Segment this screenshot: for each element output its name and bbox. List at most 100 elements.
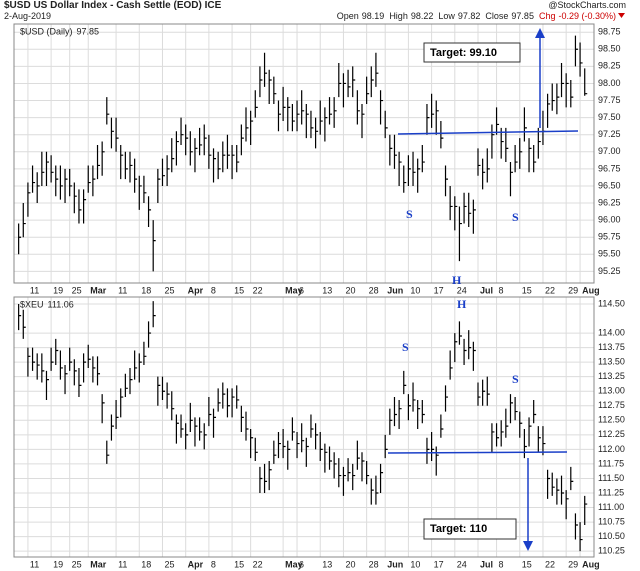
price-bar (560, 62, 565, 98)
price-bar (537, 426, 541, 453)
price-bar (250, 110, 254, 145)
price-bar (328, 446, 333, 470)
price-bar (486, 148, 490, 183)
neckline (397, 130, 579, 135)
price-bar (570, 80, 574, 108)
price-bar (45, 370, 49, 400)
y-tick-label: 110.75 (598, 516, 625, 526)
price-bar (250, 429, 254, 459)
quote-label: High (389, 11, 408, 21)
x-tick-label: 8 (211, 559, 216, 569)
price-bar (361, 452, 365, 482)
price-bar (217, 388, 221, 412)
annotation: H (457, 297, 467, 311)
price-bar (263, 52, 268, 87)
price-bar (199, 417, 203, 441)
x-tick-label: 8 (499, 559, 504, 569)
price-bar (315, 423, 319, 450)
price-bar (87, 165, 91, 193)
price-bar (458, 321, 462, 345)
price-bar (426, 437, 430, 464)
price-bar (352, 66, 356, 98)
quote-label: Close (485, 11, 509, 21)
price-bar (537, 127, 541, 159)
price-bar (477, 382, 481, 406)
price-bar (101, 141, 105, 176)
price-bar (560, 475, 565, 505)
price-bar (180, 117, 184, 145)
x-tick-label: 25 (164, 559, 174, 569)
price-bar (171, 138, 175, 173)
x-tick-label: 17 (434, 285, 444, 295)
x-tick-label: May (285, 559, 303, 569)
price-bar (356, 440, 360, 470)
price-bar (458, 206, 462, 262)
price-bar (523, 107, 527, 142)
annotation: S (512, 372, 519, 386)
y-tick-label: 111.00 (598, 502, 624, 512)
plot-border (13, 23, 595, 284)
price-bar (231, 144, 235, 180)
price-bar (477, 148, 481, 176)
annotation: Target: 110 (430, 523, 487, 535)
quote-value: 97.85 (511, 11, 534, 21)
price-bar (157, 376, 161, 406)
price-bar (379, 463, 384, 494)
price-bar (185, 124, 189, 156)
price-bar (509, 162, 513, 197)
price-bar (194, 138, 198, 173)
x-tick-label: 8 (499, 285, 504, 295)
price-bar (444, 165, 449, 197)
price-bar (579, 42, 583, 77)
price-bar (245, 411, 249, 441)
price-bar (370, 478, 374, 505)
price-bar (22, 309, 26, 339)
price-bar (287, 97, 291, 132)
price-bar (45, 151, 49, 186)
y-tick-label: 110.25 (598, 546, 625, 556)
y-tick-label: 98.75 (598, 27, 621, 37)
price-bar (231, 388, 235, 418)
x-tick-label: 22 (253, 559, 263, 569)
price-bar (147, 321, 152, 348)
quote-value: 98.22 (410, 11, 434, 21)
price-bar (208, 397, 212, 427)
price-bar (87, 344, 91, 368)
price-bar (384, 434, 388, 459)
header-left: $USD US Dollar Index - Cash Settle (EOD)… (4, 0, 221, 22)
price-bar (333, 97, 337, 128)
y-tick-label: 97.75 (598, 95, 621, 105)
x-tick-label: 13 (322, 285, 332, 295)
price-bar (533, 399, 537, 424)
x-tick-label: 25 (72, 285, 82, 295)
price-bar (533, 144, 537, 173)
price-bar (291, 103, 295, 132)
price-bar (347, 458, 351, 482)
header-right: @StockCharts.com Open 98.19 High 98.22 Low 97… (332, 0, 626, 22)
y-tick-label: 110.50 (598, 531, 625, 541)
price-bar (73, 359, 77, 386)
price-bar (542, 110, 546, 145)
price-bar (31, 347, 36, 371)
price-bar (194, 417, 198, 447)
price-bar (379, 90, 384, 125)
legend-label: $XEU (20, 299, 44, 309)
price-bar (268, 461, 272, 491)
price-bar (41, 151, 45, 186)
date: 2-Aug-2019 (4, 11, 52, 21)
x-tick-label: Apr (188, 285, 204, 295)
price-bar (55, 165, 59, 197)
price-bar (259, 66, 263, 98)
price-bar (370, 66, 374, 98)
price-bar (240, 405, 244, 432)
price-bar (189, 131, 193, 166)
price-bar (315, 117, 319, 149)
price-bar (403, 370, 407, 395)
price-bar (208, 134, 212, 169)
y-tick-label: 112.00 (598, 444, 625, 454)
price-bar (319, 100, 323, 135)
x-tick-label: Jun (387, 559, 403, 569)
price-bar (50, 155, 54, 183)
y-tick-label: 111.75 (598, 458, 624, 468)
target-box (423, 518, 517, 540)
